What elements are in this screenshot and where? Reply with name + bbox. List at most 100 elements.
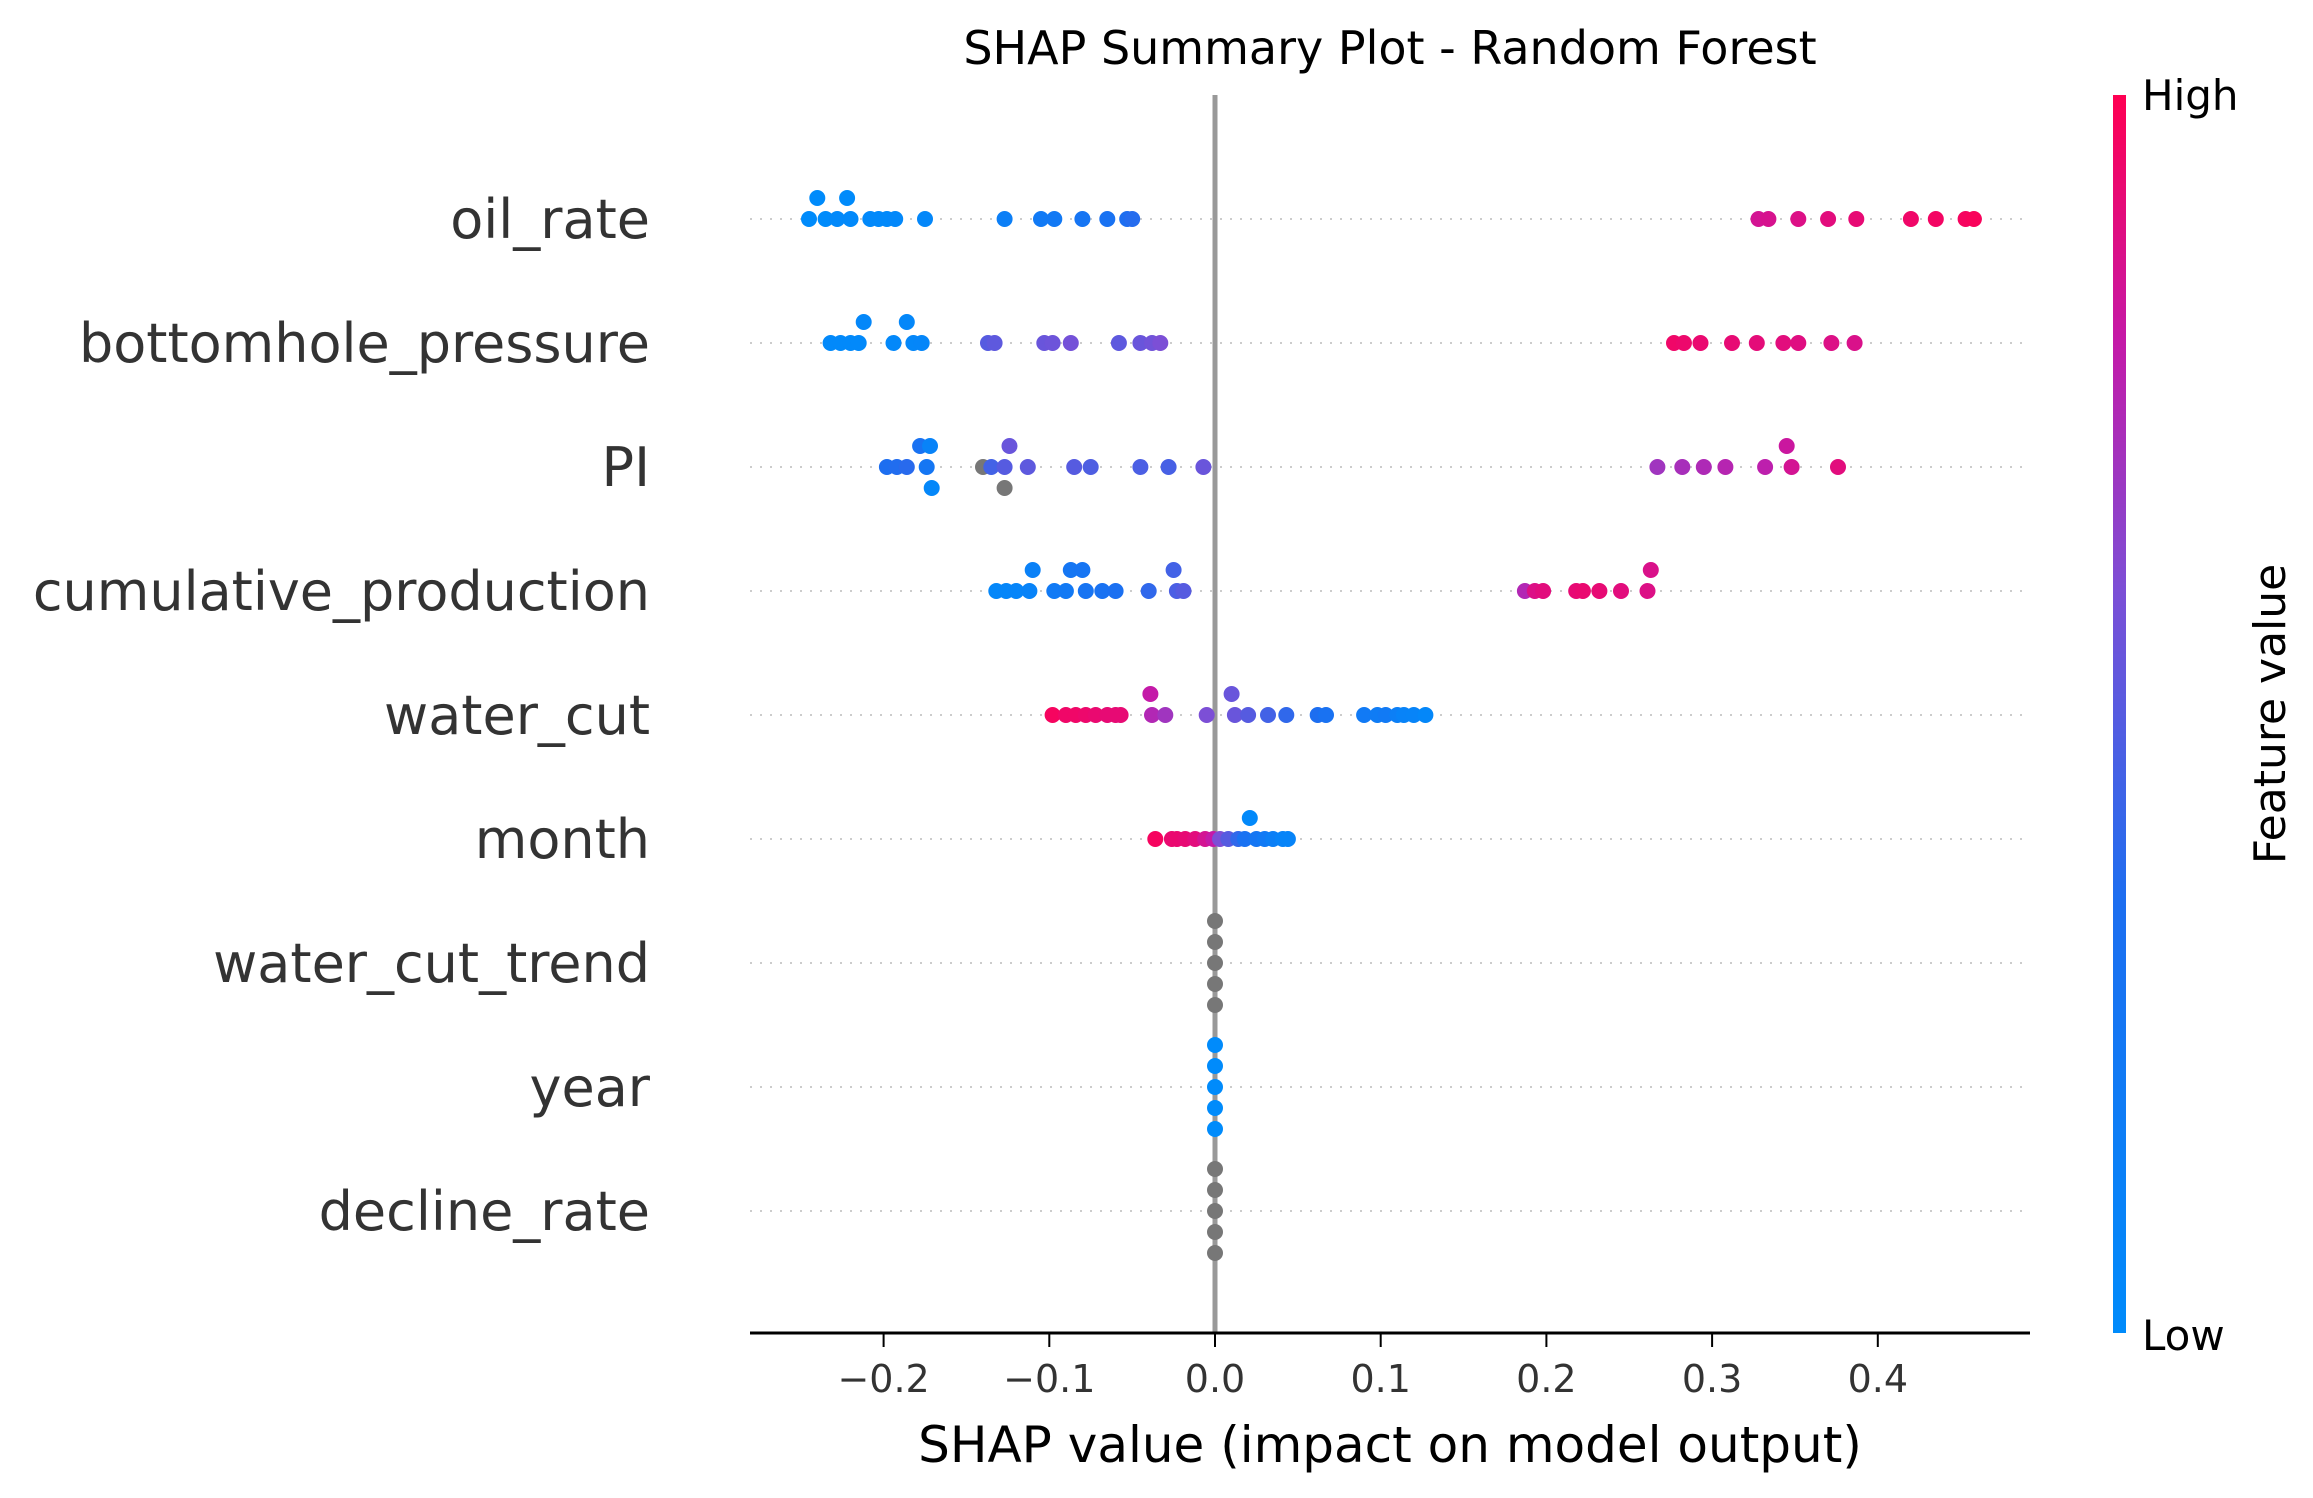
x-tick-label: 0.4 bbox=[1848, 1357, 1908, 1401]
x-tick-label: −0.2 bbox=[837, 1357, 929, 1401]
shap-point-month bbox=[1241, 810, 1258, 826]
shap-point-PI bbox=[1649, 459, 1666, 475]
shap-point-PI bbox=[1082, 459, 1099, 475]
shap-point-oil_rate bbox=[1965, 211, 1982, 227]
shap-point-water_cut bbox=[1112, 707, 1129, 723]
shap-point-cumulative_production bbox=[1140, 583, 1157, 599]
shap-point-PI bbox=[1132, 459, 1149, 475]
shap-point-cumulative_production bbox=[1574, 583, 1591, 599]
shap-point-decline_rate bbox=[1207, 1182, 1223, 1198]
shap-point-cumulative_production bbox=[1165, 562, 1182, 578]
shap-point-bottomhole_pressure bbox=[1775, 335, 1792, 351]
shap-point-bottomhole_pressure bbox=[1110, 335, 1127, 351]
shap-point-bottomhole_pressure bbox=[1724, 335, 1740, 351]
shap-point-PI bbox=[1757, 459, 1774, 475]
shap-point-oil_rate bbox=[1074, 211, 1091, 227]
shap-point-decline_rate bbox=[1207, 1203, 1223, 1219]
shap-point-oil_rate bbox=[829, 211, 846, 227]
shap-point-bottomhole_pressure bbox=[1132, 335, 1149, 351]
colorbar-high-label: High bbox=[2142, 71, 2239, 120]
shap-point-bottomhole_pressure bbox=[913, 335, 930, 351]
x-tick-label: 0.2 bbox=[1516, 1357, 1576, 1401]
shap-point-cumulative_production bbox=[1021, 583, 1038, 599]
shap-point-water_cut bbox=[1087, 707, 1104, 723]
shap-point-oil_rate bbox=[817, 211, 834, 227]
shap-point-month bbox=[1279, 831, 1296, 847]
shap-point-oil_rate bbox=[1124, 211, 1141, 227]
shap-point-bottomhole_pressure bbox=[1748, 335, 1765, 351]
shap-point-cumulative_production bbox=[1008, 583, 1025, 599]
x-tick-label: 0.0 bbox=[1185, 1357, 1245, 1401]
shap-point-oil_rate bbox=[1820, 211, 1837, 227]
shap-point-PI bbox=[1830, 459, 1846, 475]
shap-point-year bbox=[1207, 1100, 1223, 1116]
shap-point-oil_rate bbox=[996, 211, 1013, 227]
shap-point-cumulative_production bbox=[1074, 562, 1091, 578]
shap-point-bottomhole_pressure bbox=[885, 335, 902, 351]
feature-label-water_cut_trend: water_cut_trend bbox=[213, 932, 650, 995]
shap-point-water_cut bbox=[1223, 686, 1240, 702]
shap-point-water_cut bbox=[1260, 707, 1276, 723]
shap-point-cumulative_production bbox=[1024, 562, 1041, 578]
shap-point-cumulative_production bbox=[1046, 583, 1063, 599]
shap-point-bottomhole_pressure bbox=[1823, 335, 1840, 351]
shap-point-decline_rate bbox=[1207, 1161, 1223, 1177]
shap-point-water_cut bbox=[1157, 707, 1174, 723]
shap-point-year bbox=[1207, 1079, 1223, 1095]
shap-point-PI bbox=[922, 438, 938, 454]
shap-point-PI bbox=[996, 459, 1013, 475]
shap-point-water_cut_trend bbox=[1207, 913, 1223, 929]
shap-point-cumulative_production bbox=[1175, 583, 1192, 599]
shap-point-water_cut bbox=[1356, 707, 1373, 723]
shap-point-oil_rate bbox=[1848, 211, 1865, 227]
shap-point-oil_rate bbox=[1033, 211, 1049, 227]
shap-point-bottomhole_pressure bbox=[1790, 335, 1807, 351]
shap-point-cumulative_production bbox=[1642, 562, 1659, 578]
shap-point-oil_rate bbox=[1927, 211, 1944, 227]
shap-point-year bbox=[1207, 1037, 1223, 1053]
shap-point-bottomhole_pressure bbox=[1044, 335, 1061, 351]
shap-point-water_cut_trend bbox=[1207, 934, 1223, 950]
shap-point-year bbox=[1207, 1121, 1223, 1137]
shap-point-bottomhole_pressure bbox=[1675, 335, 1692, 351]
shap-point-water_cut_trend bbox=[1207, 955, 1223, 971]
shap-point-PI bbox=[918, 459, 935, 475]
shap-point-PI bbox=[1783, 459, 1800, 475]
shap-point-bottomhole_pressure bbox=[850, 335, 867, 351]
shap-point-cumulative_production bbox=[1535, 583, 1552, 599]
shap-point-oil_rate bbox=[809, 190, 826, 206]
shap-point-PI bbox=[1160, 459, 1177, 475]
x-tick-label: −0.1 bbox=[1003, 1357, 1095, 1401]
colorbar-low-label: Low bbox=[2142, 1311, 2225, 1360]
shap-point-bottomhole_pressure bbox=[1692, 335, 1709, 351]
shap-point-PI bbox=[1778, 438, 1795, 454]
shap-point-bottomhole_pressure bbox=[855, 314, 872, 330]
shap-point-bottomhole_pressure bbox=[986, 335, 1003, 351]
shap-point-water_cut bbox=[1142, 686, 1159, 702]
colorbar bbox=[2113, 95, 2126, 1333]
shap-point-decline_rate bbox=[1207, 1245, 1223, 1261]
shap-point-cumulative_production bbox=[1094, 583, 1111, 599]
shap-point-PI bbox=[898, 459, 915, 475]
feature-label-water_cut: water_cut bbox=[384, 684, 650, 747]
shap-point-year bbox=[1207, 1058, 1223, 1074]
feature-labels: oil_rate bottomhole_pressure PI cumulative_… bbox=[33, 188, 651, 1243]
x-axis-ticks: −0.2 −0.1 0.0 0.1 0.2 0.3 0.4 bbox=[837, 1333, 1908, 1401]
shap-point-cumulative_production bbox=[1062, 562, 1079, 578]
feature-label-oil_rate: oil_rate bbox=[450, 188, 650, 251]
shap-point-water_cut bbox=[1240, 707, 1257, 723]
shap-point-cumulative_production bbox=[1077, 583, 1094, 599]
shap-point-water_cut bbox=[1318, 707, 1334, 723]
shap-point-water_cut bbox=[1377, 707, 1394, 723]
shap-point-cumulative_production bbox=[1613, 583, 1629, 599]
shap-point-bottomhole_pressure bbox=[1846, 335, 1863, 351]
shap-point-cumulative_production bbox=[1057, 583, 1074, 599]
shap-point-decline_rate bbox=[1207, 1224, 1223, 1240]
shap-point-oil_rate bbox=[839, 190, 856, 206]
shap-point-PI bbox=[1695, 459, 1712, 475]
shap-point-PI bbox=[923, 480, 940, 496]
shap-point-oil_rate bbox=[1902, 211, 1919, 227]
x-axis-label: SHAP value (impact on model output) bbox=[918, 1416, 1862, 1474]
shap-point-PI bbox=[1066, 459, 1083, 475]
